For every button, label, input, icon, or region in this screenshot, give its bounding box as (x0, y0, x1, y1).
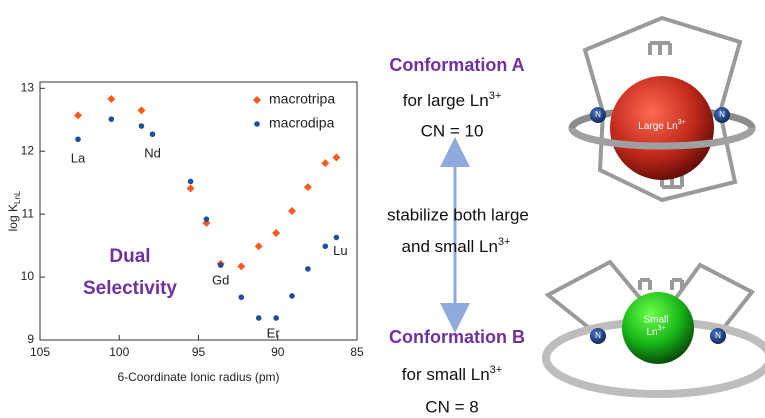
y-tick-label: 13 (21, 80, 35, 94)
callout: Dual (109, 246, 150, 267)
superscript: 3+ (489, 90, 502, 102)
diagram: Conformation A for large Ln3+ CN = 10 st… (387, 18, 765, 416)
point (289, 293, 295, 299)
annotation: Gd (212, 273, 229, 288)
legend-label: macrotripa (269, 91, 335, 107)
conformation-a-line: for large Ln3+ (403, 90, 502, 111)
point (305, 266, 311, 272)
scatter-chart: 9 10 11 12 13 105 100 95 90 85 6-Coordinate Ionic … (6, 80, 364, 384)
x-tick-label: 100 (109, 345, 129, 359)
nitrogen-label: N (719, 110, 725, 119)
text: Large Ln (638, 121, 677, 132)
conformation-a-cn: CN = 10 (421, 121, 484, 140)
x-tick-label: 105 (30, 345, 50, 359)
callout: Selectivity (83, 278, 177, 299)
point (334, 235, 340, 241)
middle-line: and small Ln3+ (402, 236, 511, 257)
nitrogen-label: N (595, 331, 601, 340)
point (137, 106, 145, 114)
point (256, 315, 262, 321)
superscript: 3+ (658, 325, 666, 332)
y-axis-label-main: log K (6, 204, 20, 231)
text: for small Ln (402, 365, 490, 384)
annotation: La (71, 151, 86, 166)
middle-line: stabilize both large (387, 205, 529, 224)
conformation-a-title: Conformation A (389, 55, 524, 75)
point (272, 229, 280, 237)
conformation-b-title: Conformation B (389, 327, 525, 347)
conformation-b-line: for small Ln3+ (402, 364, 502, 385)
point (237, 262, 245, 270)
point (75, 136, 81, 142)
nitrogen-label: N (595, 110, 601, 119)
y-axis-label-sub: LnL (13, 190, 22, 204)
legend-marker (254, 121, 260, 127)
point (74, 111, 82, 119)
y-tick-label: 9 (27, 332, 34, 346)
point (332, 154, 340, 162)
point (321, 159, 329, 167)
x-tick-label: 95 (192, 345, 206, 359)
x-tick-label: 90 (271, 345, 285, 359)
point (150, 131, 156, 137)
text: for large Ln (403, 91, 489, 110)
point (238, 294, 244, 300)
superscript: 3+ (498, 236, 511, 248)
nitrogen-label: N (715, 331, 721, 340)
y-tick-label: 11 (22, 206, 35, 220)
point (288, 207, 296, 215)
point (273, 315, 279, 321)
point (188, 179, 194, 185)
y-axis-label: log KLnL (6, 190, 22, 231)
x-tick-label: 85 (350, 345, 364, 359)
figure: 9 10 11 12 13 105 100 95 90 85 6-Coordinate Ionic … (0, 0, 765, 418)
point (187, 184, 195, 192)
point (109, 116, 115, 122)
annotation: Nd (144, 146, 161, 161)
text: Ln (646, 327, 657, 338)
annotation: Er (267, 325, 281, 340)
legend-marker (253, 96, 261, 104)
annotation: Lu (333, 243, 347, 258)
point (107, 95, 115, 103)
point (218, 262, 224, 268)
point (323, 243, 329, 249)
y-tick-label: 12 (21, 143, 35, 157)
point (204, 216, 210, 222)
point (304, 183, 312, 191)
y-tick-label: 10 (21, 269, 35, 283)
point (255, 242, 263, 250)
superscript: 3+ (490, 364, 503, 376)
conformation-b-cn: CN = 8 (425, 397, 478, 416)
x-axis-label: 6-Coordinate Ionic radius (pm) (117, 370, 279, 384)
text: and small Ln (402, 237, 498, 256)
superscript: 3+ (678, 119, 686, 126)
point (139, 123, 145, 129)
legend-label: macrodipa (269, 115, 335, 131)
